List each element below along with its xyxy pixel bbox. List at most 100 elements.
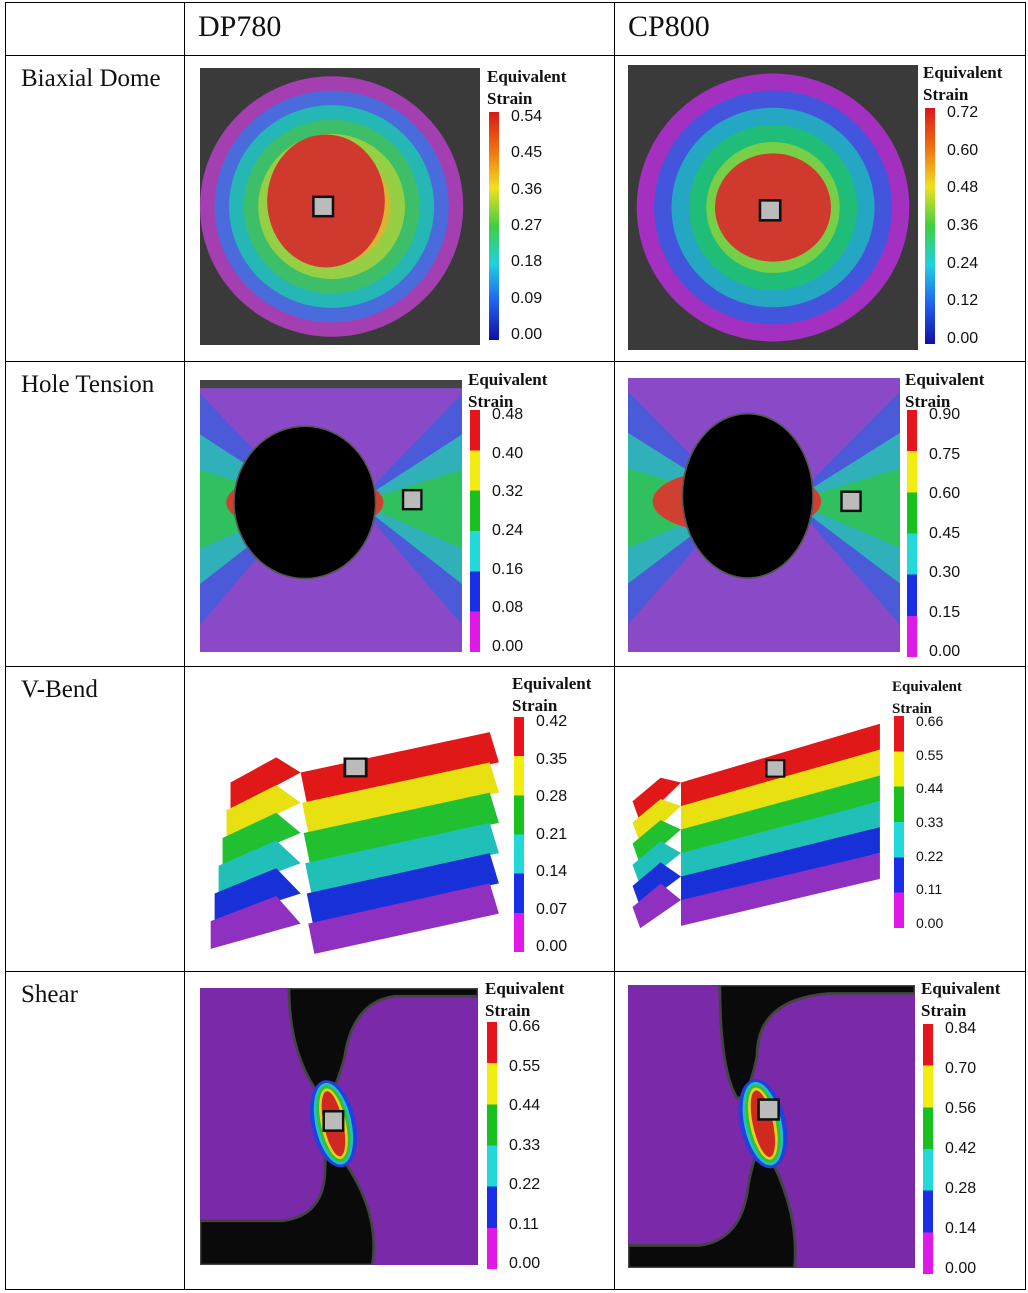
shape <box>758 199 782 222</box>
row-label: Hole Tension <box>21 371 155 398</box>
shape <box>218 840 301 894</box>
strain-map <box>200 988 478 1265</box>
shape <box>200 712 505 723</box>
shape <box>226 785 301 838</box>
colorbar-label: 0.00 <box>947 330 979 347</box>
colorbar-label: 0.11 <box>509 1215 539 1233</box>
rule <box>5 55 1026 56</box>
shape <box>300 732 499 803</box>
colorbar-label: 0.28 <box>536 788 568 805</box>
colorbar-label: 0.56 <box>945 1100 977 1117</box>
shape <box>632 862 681 908</box>
legend-title: Equivalent Strain <box>512 674 592 715</box>
colorbar-label: 0.55 <box>916 746 944 763</box>
shape <box>287 988 478 1101</box>
row-label: Biaxial Dome <box>21 65 161 92</box>
strain-map <box>200 380 462 652</box>
colorbar-label: 0.22 <box>509 1176 541 1193</box>
colorbar-label: 0.24 <box>492 522 524 539</box>
colorbar-label: 0.75 <box>929 445 961 463</box>
colorbar-label: 0.08 <box>492 599 524 617</box>
shape <box>632 820 681 865</box>
strain-map <box>200 68 480 345</box>
shape <box>632 798 681 844</box>
shape <box>214 868 301 922</box>
shape <box>303 792 499 864</box>
shape <box>681 749 880 832</box>
shape <box>750 1090 776 1157</box>
colorbar-label: 0.14 <box>945 1220 977 1237</box>
colorbar-label: 0.48 <box>492 406 524 423</box>
colorbar-label: 0.28 <box>945 1180 977 1197</box>
colorbar-label: 0.00 <box>916 915 944 931</box>
colorbar-label: 0.15 <box>929 603 961 621</box>
rule <box>5 361 1026 362</box>
shape <box>681 853 880 926</box>
colorbar-label: 0.07 <box>536 900 568 918</box>
colorbar-label: 0.90 <box>929 406 961 423</box>
shape <box>305 822 499 894</box>
legend-title: Equivalent Strain <box>921 979 1001 1020</box>
colorbar-label: 0.18 <box>511 253 543 271</box>
colorbar-label: 0.12 <box>947 292 979 310</box>
colorbar-label: 0.84 <box>945 1020 977 1037</box>
colorbar-label: 0.33 <box>509 1136 541 1154</box>
shape <box>343 757 368 778</box>
shape <box>312 195 335 218</box>
legend-title: Equivalent Strain <box>892 679 963 717</box>
shape <box>757 1098 780 1121</box>
shape <box>222 812 301 866</box>
colorbar-label: 0.21 <box>536 825 568 843</box>
shape <box>632 883 681 929</box>
colorbar-label: 0.22 <box>916 847 944 864</box>
colorbar-label: 0.00 <box>945 1260 977 1277</box>
legend-title: Equivalent Strain <box>905 370 985 411</box>
legend-title: Equivalent Strain <box>468 370 548 411</box>
shape <box>765 759 786 778</box>
rule <box>5 1289 1026 1290</box>
colorbar <box>489 112 499 340</box>
shape <box>632 841 681 886</box>
rule <box>614 2 615 1290</box>
colorbar-label: 0.30 <box>929 564 961 581</box>
colorbar-label: 0.36 <box>511 180 543 198</box>
colorbar-label: 0.55 <box>509 1057 541 1075</box>
shape <box>302 762 499 833</box>
colorbar <box>894 716 904 928</box>
shape <box>401 488 423 511</box>
colorbar-label: 0.48 <box>947 179 979 197</box>
colorbar <box>487 1022 497 1269</box>
column-header: CP800 <box>628 10 710 43</box>
shape <box>200 380 462 389</box>
rule <box>184 2 185 1290</box>
colorbar <box>470 410 480 652</box>
colorbar-label: 0.45 <box>929 524 961 542</box>
strain-map <box>632 723 880 929</box>
shape <box>233 425 377 580</box>
colorbar-label: 0.45 <box>511 144 543 162</box>
colorbar-label: 0.44 <box>916 780 944 797</box>
colorbar-label: 0.66 <box>916 713 944 729</box>
colorbar <box>923 1024 933 1274</box>
colorbar-label: 0.44 <box>509 1097 541 1114</box>
rule <box>5 2 6 1290</box>
shape <box>308 883 499 954</box>
shape <box>681 827 880 903</box>
legend-title: Equivalent Strain <box>487 67 567 108</box>
legend-title: Equivalent Strain <box>485 979 565 1020</box>
strain-map <box>200 712 505 954</box>
rule <box>5 2 1026 3</box>
legend-title: Equivalent Strain <box>923 63 1003 104</box>
shape <box>322 1110 345 1132</box>
colorbar-label: 0.09 <box>511 289 543 307</box>
colorbar-label: 0.42 <box>536 713 568 730</box>
shape <box>230 757 301 811</box>
colorbar-label: 0.40 <box>492 444 524 462</box>
strain-map <box>628 65 918 350</box>
colorbar-label: 0.66 <box>509 1018 541 1035</box>
colorbar-label: 0.00 <box>536 938 568 955</box>
rule <box>5 666 1026 667</box>
colorbar-label: 0.33 <box>916 814 944 830</box>
colorbar-label: 0.35 <box>536 750 568 768</box>
